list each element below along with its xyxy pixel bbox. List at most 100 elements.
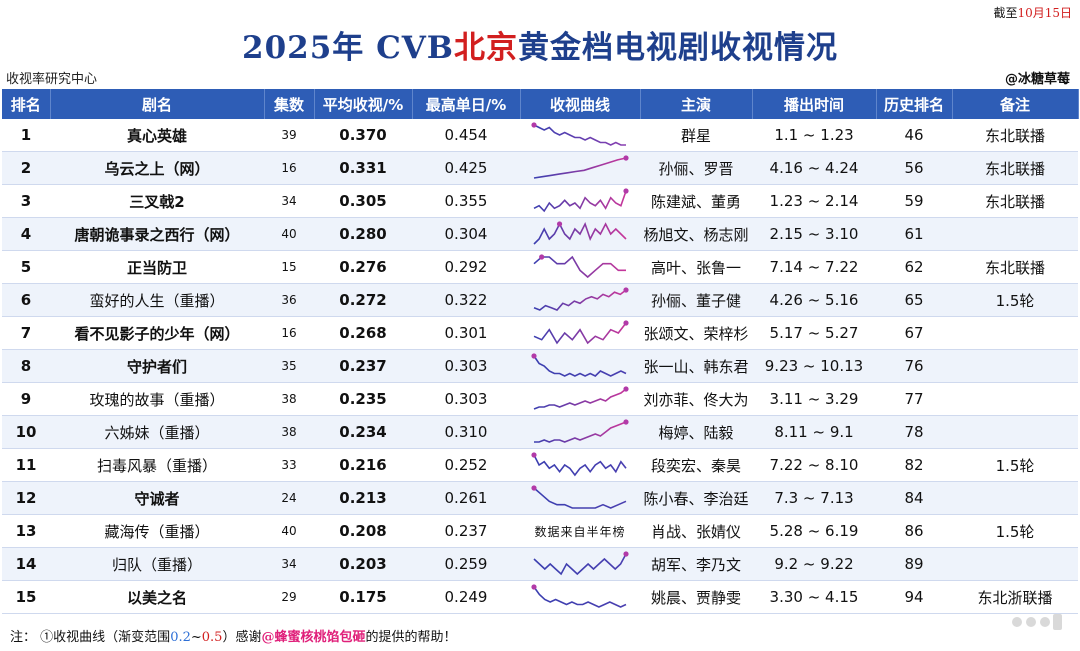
curve-peak-point (556, 221, 563, 227)
ratings-curve (531, 353, 627, 377)
curve-line (533, 388, 627, 410)
curve-line (533, 322, 627, 345)
row-note (952, 316, 1078, 350)
curve-line (533, 355, 627, 377)
curve-line (533, 553, 627, 576)
header-note: 备注 (952, 89, 1079, 119)
table-body: 1 真心英雄 39 0.370 0.454 群星 1.1 ~ 1.23 46 东北联播 2 乌云之上… (2, 119, 1078, 614)
row-peak: 0.304 (412, 217, 520, 251)
row-avg: 0.272 (314, 283, 412, 317)
table-row: 13 藏海传（重播） 40 0.208 0.237 数据来自半年榜 肖战、张婧仪 5.28 ~… (2, 514, 1078, 548)
row-note: 东北联播 (952, 151, 1078, 185)
row-history: 78 (876, 415, 952, 449)
row-name: 看不见影子的少年（网） (50, 316, 264, 350)
curve-peak-point (531, 584, 537, 590)
row-name: 藏海传（重播） (50, 514, 264, 548)
header-curve: 收视曲线 (520, 89, 641, 119)
curve-line (533, 190, 627, 213)
row-avg: 0.331 (314, 151, 412, 185)
row-episodes: 40 (264, 217, 314, 251)
row-name: 以美之名 (50, 580, 264, 614)
curve-peak-point (539, 254, 545, 260)
row-history: 56 (876, 151, 952, 185)
row-episodes: 34 (264, 547, 314, 581)
row-stars: 胡军、李乃文 (640, 547, 752, 581)
row-rank: 4 (2, 217, 50, 251)
row-peak: 0.322 (412, 283, 520, 317)
row-rank: 14 (2, 547, 50, 581)
row-peak: 0.303 (412, 349, 520, 383)
ratings-curve (533, 320, 629, 345)
row-peak: 0.303 (412, 382, 520, 416)
row-stars: 刘亦菲、佟大为 (640, 382, 752, 416)
row-episodes: 29 (264, 580, 314, 614)
row-avg: 0.268 (314, 316, 412, 350)
row-period: 3.11 ~ 3.29 (752, 382, 876, 416)
row-episodes: 16 (264, 151, 314, 185)
row-note: 东北联播 (952, 184, 1078, 218)
header-peak: 最高单日/% (412, 89, 521, 119)
table-row: 15 以美之名 29 0.175 0.249 姚晨、贾静雯 3.30 ~ 4.15 94 东北浙… (2, 580, 1078, 614)
row-period: 7.14 ~ 7.22 (752, 250, 876, 284)
row-name: 正当防卫 (50, 250, 264, 284)
row-name: 守护者们 (50, 349, 264, 383)
footer-range-hi: 0.5 (201, 630, 223, 645)
row-note (952, 481, 1078, 515)
row-period: 4.26 ~ 5.16 (752, 283, 876, 317)
header-episodes: 集数 (264, 89, 315, 119)
row-peak: 0.261 (412, 481, 520, 515)
row-history: 62 (876, 250, 952, 284)
row-note: 1.5轮 (952, 283, 1078, 317)
date-prefix: 截至 (993, 6, 1018, 20)
row-name: 唐朝诡事录之西行（网） (50, 217, 264, 251)
table-row: 4 唐朝诡事录之西行（网） 40 0.280 0.304 杨旭文、杨志刚 2.15 ~ 3.… (2, 217, 1078, 251)
curve-peak-point (623, 287, 629, 293)
row-period: 7.3 ~ 7.13 (752, 481, 876, 515)
row-rank: 13 (2, 514, 50, 548)
curve-peak-point (623, 155, 629, 161)
row-episodes: 24 (264, 481, 314, 515)
header-rank: 排名 (2, 89, 51, 119)
row-stars: 肖战、张婧仪 (640, 514, 752, 548)
row-period: 4.16 ~ 4.24 (752, 151, 876, 185)
row-episodes: 38 (264, 415, 314, 449)
row-curve (520, 151, 640, 185)
ratings-curve (533, 551, 629, 576)
curve-peak-point (623, 551, 629, 557)
curve-peak-point (531, 122, 537, 128)
row-note: 1.5轮 (952, 514, 1078, 548)
header-period: 播出时间 (752, 89, 877, 119)
table-row: 5 正当防卫 15 0.276 0.292 高叶、张鲁一 7.14 ~ 7.22 62 东北联播 (2, 250, 1078, 284)
table-row: 1 真心英雄 39 0.370 0.454 群星 1.1 ~ 1.23 46 东北联播 (2, 119, 1078, 152)
row-period: 7.22 ~ 8.10 (752, 448, 876, 482)
row-name: 玫瑰的故事（重播） (50, 382, 264, 416)
row-avg: 0.235 (314, 382, 412, 416)
row-avg: 0.175 (314, 580, 412, 614)
row-curve (520, 448, 640, 482)
ratings-table: 排名 剧名 集数 平均收视/% 最高单日/% 收视曲线 主演 播出时间 历史排名… (2, 89, 1079, 614)
ratings-curve (533, 221, 627, 245)
curve-peak-point (623, 419, 629, 425)
row-rank: 9 (2, 382, 50, 416)
table-row: 14 归队（重播） 34 0.203 0.259 胡军、李乃文 9.2 ~ 9.22 89 (2, 547, 1078, 581)
curve-line (534, 421, 627, 443)
row-avg: 0.370 (314, 119, 412, 152)
row-rank: 12 (2, 481, 50, 515)
ratings-curve (531, 452, 627, 477)
row-peak: 0.259 (412, 547, 520, 581)
row-rank: 10 (2, 415, 50, 449)
row-name: 六姊妹（重播） (50, 415, 264, 449)
row-curve (520, 547, 640, 581)
table-row: 3 三叉戟2 34 0.305 0.355 陈建斌、董勇 1.23 ~ 2.14 59 东北联播 (2, 184, 1078, 218)
chart-title: 2025年 CVB北京黄金档电视剧收视情况 (0, 22, 1080, 67)
row-history: 89 (876, 547, 952, 581)
author-credit: @冰糖草莓 (1004, 72, 1070, 87)
row-name: 扫毒风暴（重播） (50, 448, 264, 482)
row-period: 3.30 ~ 4.15 (752, 580, 876, 614)
curve-peak-point (531, 353, 537, 359)
row-peak: 0.425 (412, 151, 520, 185)
row-rank: 6 (2, 283, 50, 317)
row-stars: 陈小春、李治廷 (640, 481, 752, 515)
row-curve (520, 283, 640, 317)
table-row: 9 玫瑰的故事（重播） 38 0.235 0.303 刘亦菲、佟大为 3.11 ~ 3.29… (2, 382, 1078, 416)
